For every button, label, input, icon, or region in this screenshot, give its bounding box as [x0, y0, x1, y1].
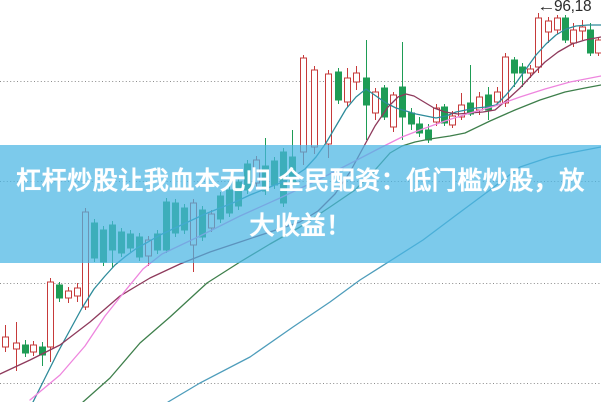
candle-down — [441, 104, 448, 126]
last-price-tag: ← 96,18 — [537, 0, 592, 17]
candle-up — [353, 66, 360, 90]
candle-up — [579, 20, 586, 40]
candle-up — [494, 87, 501, 105]
candle-down — [22, 340, 29, 357]
left-arrow-icon: ← — [537, 0, 556, 15]
candle-up — [372, 88, 379, 120]
candle-up — [545, 17, 552, 43]
candle-up — [502, 53, 509, 107]
candle-up — [65, 287, 72, 303]
ad-banner-headline: 杠杆炒股让我血本无归 全民配资：低门槛炒股，放大收益！ — [16, 167, 585, 240]
ma10-line — [0, 36, 601, 375]
candle-up — [325, 70, 332, 158]
candle-down — [408, 108, 415, 130]
candle-down — [399, 42, 406, 140]
candle-down — [485, 87, 492, 120]
candle-up — [311, 66, 318, 154]
candle-down — [416, 117, 423, 137]
candle-up — [390, 92, 397, 132]
candle-up — [2, 325, 9, 352]
candle-up — [13, 322, 20, 371]
candle-up — [433, 104, 440, 126]
candle-up — [344, 68, 351, 107]
last-price-value: 96,18 — [554, 0, 592, 15]
candle-up — [554, 15, 561, 34]
candle-up — [595, 37, 601, 56]
candle-down — [511, 57, 518, 87]
candle-down — [56, 282, 63, 302]
candle-up — [535, 13, 542, 73]
candle-up — [74, 283, 81, 302]
candle-up — [30, 341, 37, 356]
candle-up — [47, 278, 54, 362]
candle-down — [335, 68, 342, 104]
ad-banner-overlay[interactable]: 杠杆炒股让我血本无归 全民配资：低门槛炒股，放大收益！ — [0, 145, 601, 263]
